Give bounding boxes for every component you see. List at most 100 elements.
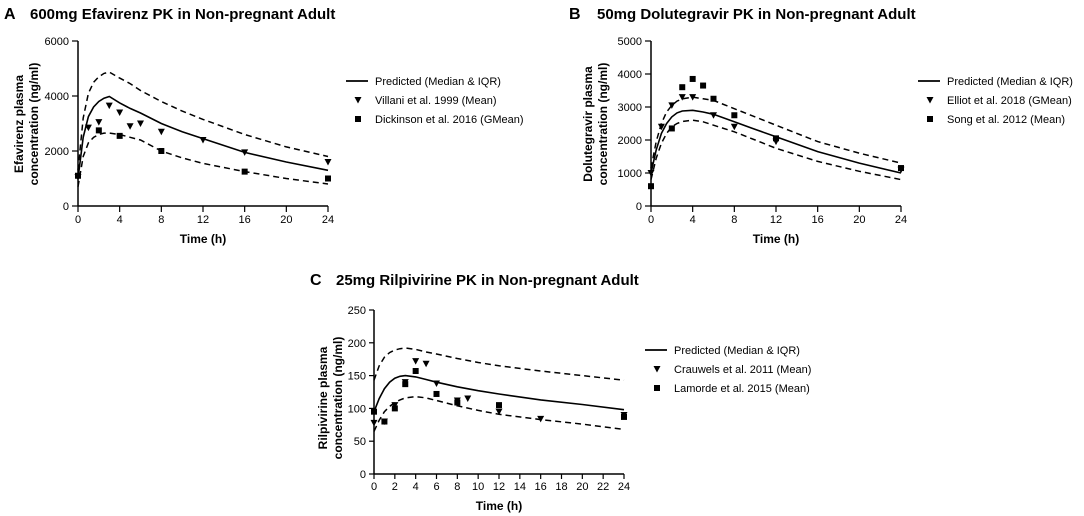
panel-c-legend-series-2-marker: [654, 385, 660, 391]
panel-c-y-tick-label: 150: [348, 371, 366, 383]
panel-c-title: 25mg Rilpivirine PK in Non-pregnant Adul…: [336, 272, 639, 289]
panel-b-series-1-point: [657, 123, 665, 131]
panel-c-x-tick-label: 8: [454, 481, 460, 493]
panel-b-legend-series-2-label: Song et al. 2012 (Mean): [947, 114, 1065, 126]
panel-b-iqr-upper-line: [650, 96, 902, 169]
panel-c-legend-series-2-label: Lamorde et al. 2015 (Mean): [674, 383, 810, 395]
panel-c-x-tick-label: 2: [392, 481, 398, 493]
panel-b-y-tick-label: 2000: [618, 135, 642, 147]
panel-b-data: [647, 75, 905, 190]
panel-b-ylabel-line1: Dolutegravir plasma: [581, 66, 595, 182]
panel-c-series-1-point: [433, 380, 440, 387]
panel-b-series-2-point: [731, 112, 738, 119]
panel-b-series-1-point: [689, 94, 697, 101]
panel-c-x-tick-label: 10: [472, 481, 484, 493]
panel-c-series-2-point: [391, 405, 398, 412]
panel-b-series-1-point: [710, 112, 717, 119]
panel-b-legend-predicted-label: Predicted (Median & IQR): [947, 76, 1073, 88]
panel-c-legend-series-1-label: Crauwels et al. 2011 (Mean): [674, 364, 811, 376]
panel-c-y-tick-label: 0: [360, 469, 366, 481]
panel-c-series-1-point: [537, 415, 545, 423]
panel-b-xlabel: Time (h): [753, 232, 799, 246]
panel-c-y-tick-label: 200: [348, 338, 366, 350]
panel-c: C 25mg Rilpivirine PK in Non-pregnant Ad…: [310, 272, 811, 513]
panel-c-y-tick-label: 250: [348, 305, 366, 317]
panel-a-series-1-point: [137, 120, 144, 127]
panel-a-series-1-point: [157, 128, 165, 136]
panel-b-iqr-lower-line: [650, 119, 902, 181]
panel-b-series-1-point: [668, 102, 676, 109]
panel-a-y-tick-label: 0: [63, 201, 69, 213]
panel-c-legend: Predicted (Median & IQR) Crauwels et al. …: [645, 345, 811, 395]
panel-c-iqr-lower-line: [373, 395, 625, 432]
panel-a-series-2-point: [158, 148, 165, 154]
panel-a-y-tick-label: 4000: [45, 91, 69, 103]
panel-c-x-tick-label: 18: [555, 481, 567, 493]
panel-a-series-2-point: [95, 127, 102, 134]
panel-a-legend-predicted-label: Predicted (Median & IQR): [375, 76, 501, 88]
panel-b-series-1-point: [730, 123, 738, 131]
panel-b-x-tick-label: 4: [690, 214, 696, 226]
panel-b-y-tick-label: 1000: [618, 168, 642, 180]
panel-a-legend-series-1-marker: [354, 97, 362, 104]
panel-b-series-2-point: [898, 165, 904, 172]
panel-b-ylabel-line2: concentration (ng/ml): [596, 63, 610, 186]
panel-c-series-1-point: [391, 402, 399, 409]
panel-c-legend-predicted-label: Predicted (Median & IQR): [674, 345, 800, 357]
panel-b-x-tick-label: 0: [648, 214, 654, 226]
panel-b-y-tick-label: 0: [636, 201, 642, 213]
panel-b-legend-series-1-marker: [926, 97, 934, 104]
panel-a-ylabel-line2: concentration (ng/ml): [27, 63, 41, 186]
panel-a-y-tick-label: 2000: [45, 146, 69, 158]
panel-c-series-1-point: [422, 360, 430, 368]
panel-c-series-1-point: [370, 419, 378, 427]
panel-a-x-tick-label: 4: [117, 214, 123, 226]
panel-a-legend: Predicted (Median & IQR) Villani et al. 1…: [346, 76, 524, 126]
panel-a-x-tick-label: 24: [322, 214, 334, 226]
panel-c-series-2-point: [402, 381, 409, 388]
panel-c-x-tick-label: 12: [493, 481, 505, 493]
panel-c-x-tick-label: 14: [514, 481, 526, 493]
panel-c-x-tick-label: 22: [597, 481, 609, 493]
panel-a-series-1-point: [199, 137, 207, 144]
panel-b: B 50mg Dolutegravir PK in Non-pregnant A…: [569, 6, 1073, 246]
panel-a-series-2-point: [325, 175, 331, 182]
panel-a-series-2-point: [241, 168, 248, 175]
panel-c-series-2-point: [454, 399, 461, 406]
panel-b-x-tick-label: 16: [812, 214, 824, 226]
panel-a-series-2-point: [116, 132, 123, 139]
panel-c-x-tick-label: 20: [576, 481, 588, 493]
panel-a-median-line: [77, 95, 329, 179]
panel-b-letter: B: [569, 6, 581, 23]
panel-a-iqr-lower-line: [77, 132, 329, 187]
panel-a-data: [74, 71, 332, 187]
panel-a-series-1-point: [84, 124, 92, 132]
panel-c-series-2-point: [621, 413, 627, 420]
panel-b-series-2-point: [689, 75, 696, 82]
panel-b-series-1-point: [647, 170, 655, 177]
panel-c-x-tick-label: 24: [618, 481, 630, 493]
panel-c-series-2-point: [381, 418, 388, 425]
panel-c-median-line: [373, 374, 625, 412]
panel-c-x-tick-label: 6: [433, 481, 439, 493]
panel-c-y-tick-label: 100: [348, 403, 366, 415]
panel-b-series-1-point: [678, 94, 686, 101]
panel-c-series-1-point: [495, 408, 503, 416]
panel-a-axes: 0 2000 4000 6000 0 4 8 12 16 20 24: [45, 36, 335, 226]
panel-c-x-tick-label: 16: [535, 481, 547, 493]
panel-b-median-line: [650, 109, 902, 174]
panel-c-data: [370, 347, 628, 432]
panel-c-series-2-point: [371, 408, 377, 415]
panel-c-y-tick-label: 50: [354, 436, 366, 448]
panel-b-y-tick-label: 3000: [618, 102, 642, 114]
panel-a-series-1-point: [241, 149, 249, 156]
panel-c-series-2-point: [433, 390, 440, 397]
panel-b-x-tick-label: 8: [731, 214, 737, 226]
panel-b-legend-series-2-marker: [927, 116, 933, 122]
panel-b-y-tick-label: 5000: [618, 36, 642, 48]
panel-a-legend-series-2-label: Dickinson et al. 2016 (GMean): [375, 114, 524, 126]
panel-a-ylabel-line1: Efavirenz plasma: [12, 75, 26, 173]
panel-b-x-tick-label: 20: [853, 214, 865, 226]
panel-a-series-1-point: [126, 123, 134, 130]
